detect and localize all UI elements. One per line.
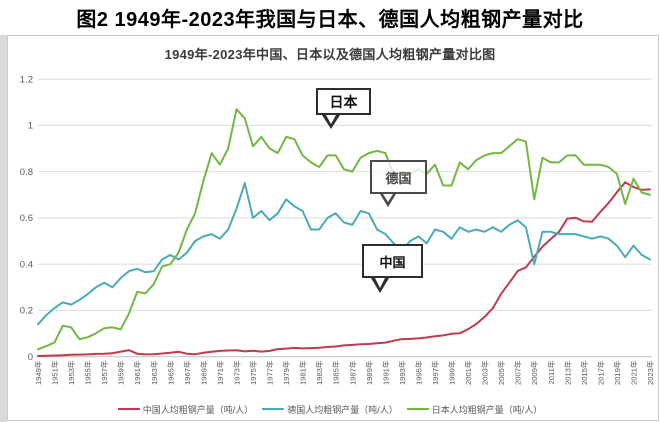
callout-japan-label: 日本 [329,93,358,110]
x-tick-label: 2021年 [628,360,638,385]
y-tick-label: 0 [28,352,33,363]
x-tick-label: 1975年 [248,360,258,385]
x-tick-label: 1995年 [413,360,423,385]
x-tick-label: 1963年 [149,360,159,385]
callout-japan: 日本 [316,88,371,129]
x-tick-label: 1991年 [380,360,390,385]
callout-china-label: 中国 [379,254,406,270]
y-tick-label: 0.6 [20,213,33,224]
x-tick-label: 1993年 [397,360,407,385]
legend-item-china: 中国人均粗钢产量（吨/人） [117,403,254,416]
legend-swatch-germany [262,408,285,410]
x-tick-label: 1951年 [50,360,60,385]
callout-germany-label: 德国 [385,170,412,186]
y-tick-label: 0.4 [20,259,33,270]
x-tick-label: 2007年 [513,360,523,385]
x-tick-label: 1957年 [99,360,109,385]
x-tick-label: 2005年 [496,360,506,385]
x-tick-label: 1955年 [83,360,93,385]
series-line-germany [37,182,651,326]
legend-label-japan: 日本人均粗钢产量（吨/人） [431,404,543,415]
x-tick-label: 1999年 [447,360,457,385]
x-tick-label: 2003年 [480,360,490,385]
legend-swatch-japan [406,408,429,410]
legend-item-germany: 德国人均粗钢产量（吨/人） [262,403,398,416]
x-tick-label: 1989年 [364,360,374,385]
x-tick-label: 1959年 [116,360,126,385]
legend-swatch-china [117,408,140,410]
left-gray-strip [0,35,7,422]
chart-title: 1949年-2023年中国、日本以及德国人均粗钢产量对比图 [164,47,496,62]
x-tick-label: 2019年 [612,360,622,385]
x-tick-label: 1979年 [281,360,291,385]
x-tick-label: 1949年 [33,360,43,385]
y-tick-label: 0.2 [20,306,33,317]
x-tick-label: 1981年 [298,360,308,385]
y-tick-label: 0.8 [20,167,33,178]
page-title: 图2 1949年-2023年我国与日本、德国人均粗钢产量对比 [76,8,584,31]
legend-item-japan: 日本人均粗钢产量（吨/人） [406,403,543,416]
callout-germany: 德国 [370,160,427,207]
x-tick-label: 1967年 [182,360,192,385]
x-tick-label: 2009年 [529,360,539,385]
series-line-japan [37,108,651,351]
x-tick-label: 2015年 [579,360,589,385]
x-tick-label: 2013年 [562,360,572,385]
x-tick-label: 1977年 [265,360,275,385]
y-tick-label: 1.2 [20,74,33,85]
legend-label-germany: 德国人均粗钢产量（吨/人） [287,404,398,415]
x-tick-label: 1971年 [215,360,225,385]
x-tick-label: 1969年 [198,360,208,385]
x-tick-label: 1953年 [66,360,76,385]
series-line-china [37,181,651,357]
x-tick-label: 1983年 [314,360,324,385]
x-tick-label: 1997年 [430,360,440,385]
legend-label-china: 中国人均粗钢产量（吨/人） [142,404,254,415]
x-tick-label: 1961年 [132,360,142,385]
x-tick-label: 1985年 [331,360,341,385]
x-tick-label: 1973年 [231,360,241,385]
x-tick-label: 1987年 [347,360,357,385]
x-tick-label: 2023年 [645,360,655,385]
x-tick-label: 2001年 [463,360,473,385]
y-tick-label: 1 [28,121,33,132]
x-tick-label: 2017年 [595,360,605,385]
x-tick-label: 2011年 [546,360,556,384]
callout-china: 中国 [362,244,423,293]
chart-legend: 中国人均粗钢产量（吨/人） 德国人均粗钢产量（吨/人） 日本人均粗钢产量（吨/人… [0,401,660,417]
x-tick-label: 1965年 [165,360,175,385]
